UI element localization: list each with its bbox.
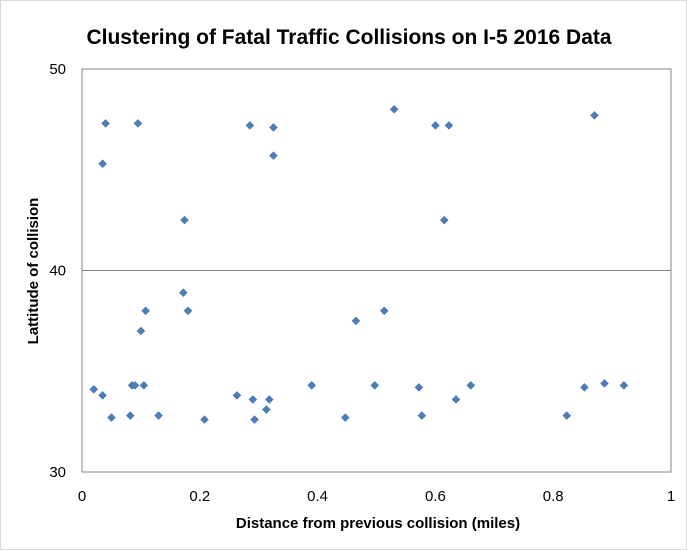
- data-point: [101, 119, 110, 128]
- data-point: [307, 381, 317, 390]
- data-point: [466, 381, 476, 390]
- data-point: [414, 383, 424, 392]
- x-tick-label-3: 0.6: [425, 488, 446, 505]
- data-points: [89, 104, 629, 424]
- data-point: [130, 381, 140, 390]
- data-point: [133, 119, 143, 128]
- data-point: [439, 215, 449, 225]
- x-axis-title: Distance from previous collision (miles): [236, 515, 520, 532]
- data-point: [269, 151, 278, 160]
- data-point: [379, 306, 389, 316]
- y-tick-label-2: 50: [49, 61, 66, 78]
- x-tick-label-4: 0.8: [543, 488, 564, 505]
- data-point: [98, 159, 107, 169]
- data-point: [600, 378, 609, 388]
- data-point: [580, 383, 589, 392]
- data-point: [417, 411, 427, 420]
- data-point: [444, 121, 454, 130]
- y-tick-label-0: 30: [49, 464, 66, 481]
- data-point: [180, 215, 189, 225]
- y-axis-title: Lattitude of collision: [25, 198, 42, 345]
- data-point: [262, 405, 271, 414]
- data-point: [451, 395, 461, 404]
- data-point: [245, 121, 255, 130]
- data-point: [351, 316, 361, 326]
- data-point: [340, 413, 350, 422]
- data-point: [250, 415, 259, 424]
- data-point: [183, 306, 193, 316]
- x-tick-label-0: 0: [78, 488, 86, 505]
- data-point: [178, 288, 188, 298]
- data-point: [389, 104, 399, 114]
- data-point: [232, 391, 242, 400]
- data-point: [136, 326, 146, 336]
- data-point: [89, 385, 99, 394]
- x-tick-label-1: 0.2: [189, 488, 210, 505]
- x-tick-label-2: 0.4: [307, 488, 328, 505]
- data-point: [619, 381, 629, 390]
- x-axis-ticks: 0 0.2 0.4 0.6 0.8 1: [78, 488, 675, 505]
- plot-area: [81, 68, 672, 473]
- data-point: [98, 391, 107, 400]
- data-point: [107, 413, 116, 422]
- y-axis-ticks: 30 40 50: [49, 61, 66, 481]
- data-point: [125, 411, 135, 420]
- data-point: [139, 381, 149, 390]
- data-point: [269, 123, 278, 132]
- x-tick-label-5: 1: [667, 488, 675, 505]
- data-point: [154, 411, 163, 420]
- data-point: [370, 381, 380, 390]
- data-point: [264, 395, 274, 404]
- data-point: [248, 395, 258, 404]
- data-point: [431, 121, 440, 130]
- data-point: [200, 415, 209, 424]
- y-tick-label-1: 40: [49, 263, 66, 280]
- chart-title: Clustering of Fatal Traffic Collisions o…: [86, 26, 611, 49]
- data-point: [562, 411, 572, 420]
- data-point: [590, 110, 599, 120]
- data-point: [141, 306, 150, 316]
